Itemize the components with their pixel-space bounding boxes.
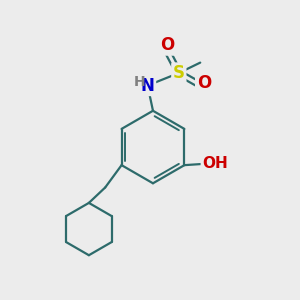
Text: O: O — [197, 74, 211, 92]
Text: O: O — [160, 36, 175, 54]
Text: S: S — [173, 64, 185, 82]
Text: N: N — [141, 76, 154, 94]
Text: H: H — [134, 75, 145, 89]
Text: OH: OH — [202, 156, 228, 171]
